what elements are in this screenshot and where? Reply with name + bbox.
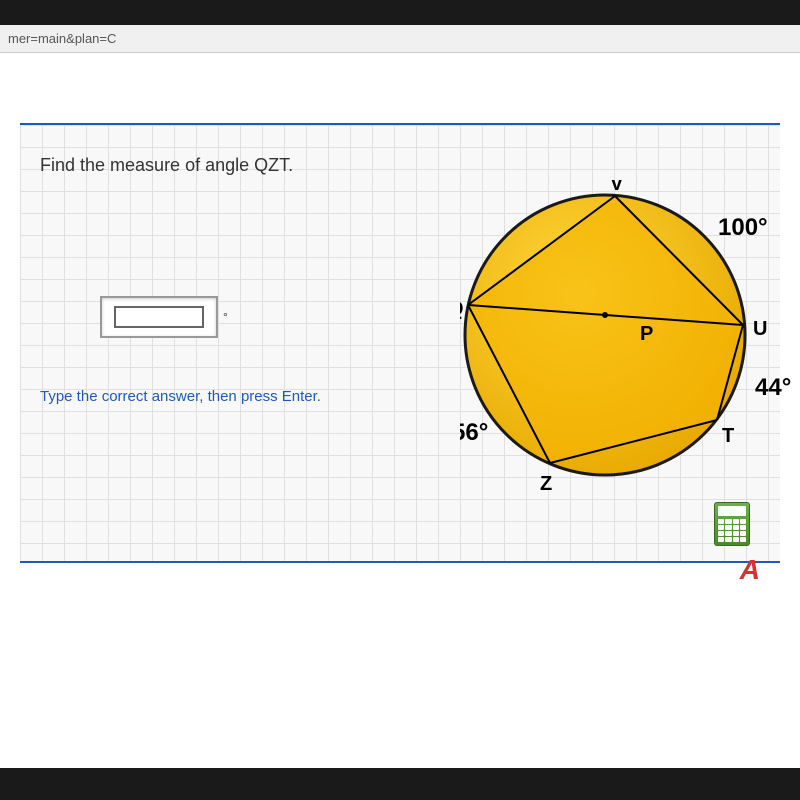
url-bar[interactable]: mer=main&plan=C xyxy=(0,25,800,53)
calc-screen xyxy=(718,506,746,516)
left-panel: ° Type the correct answer, then press En… xyxy=(40,216,328,405)
center-point xyxy=(602,312,608,318)
answer-input-container: ° xyxy=(100,296,328,338)
instruction-text: Type the correct answer, then press Ente… xyxy=(40,388,328,405)
answer-input[interactable] xyxy=(114,306,204,328)
arc-44: 44° xyxy=(755,374,791,401)
label-t: T xyxy=(722,425,734,447)
circle-diagram: P V U T Z Q 100° 44° 56° xyxy=(460,180,800,515)
label-q: Q xyxy=(460,298,464,320)
annotation-mark: A xyxy=(740,554,760,586)
question-panel: Find the measure of angle QZT. ° Type th… xyxy=(20,123,780,563)
content-area: Find the measure of angle QZT. ° Type th… xyxy=(0,53,800,768)
calculator-button[interactable] xyxy=(714,502,750,546)
center-label: P xyxy=(640,323,653,345)
label-z: Z xyxy=(540,473,552,495)
degree-unit: ° xyxy=(223,310,228,324)
question-text: Find the measure of angle QZT. xyxy=(40,155,760,176)
label-u: U xyxy=(753,318,767,340)
diagram-svg: P V U T Z Q 100° 44° 56° xyxy=(460,180,800,510)
label-v: V xyxy=(610,180,624,195)
arc-56: 56° xyxy=(460,419,488,446)
url-text: mer=main&plan=C xyxy=(8,31,116,46)
answer-input-frame xyxy=(100,296,218,338)
browser-frame: mer=main&plan=C Find the measure of angl… xyxy=(0,0,800,800)
calc-buttons xyxy=(718,519,746,542)
arc-100: 100° xyxy=(718,214,768,241)
